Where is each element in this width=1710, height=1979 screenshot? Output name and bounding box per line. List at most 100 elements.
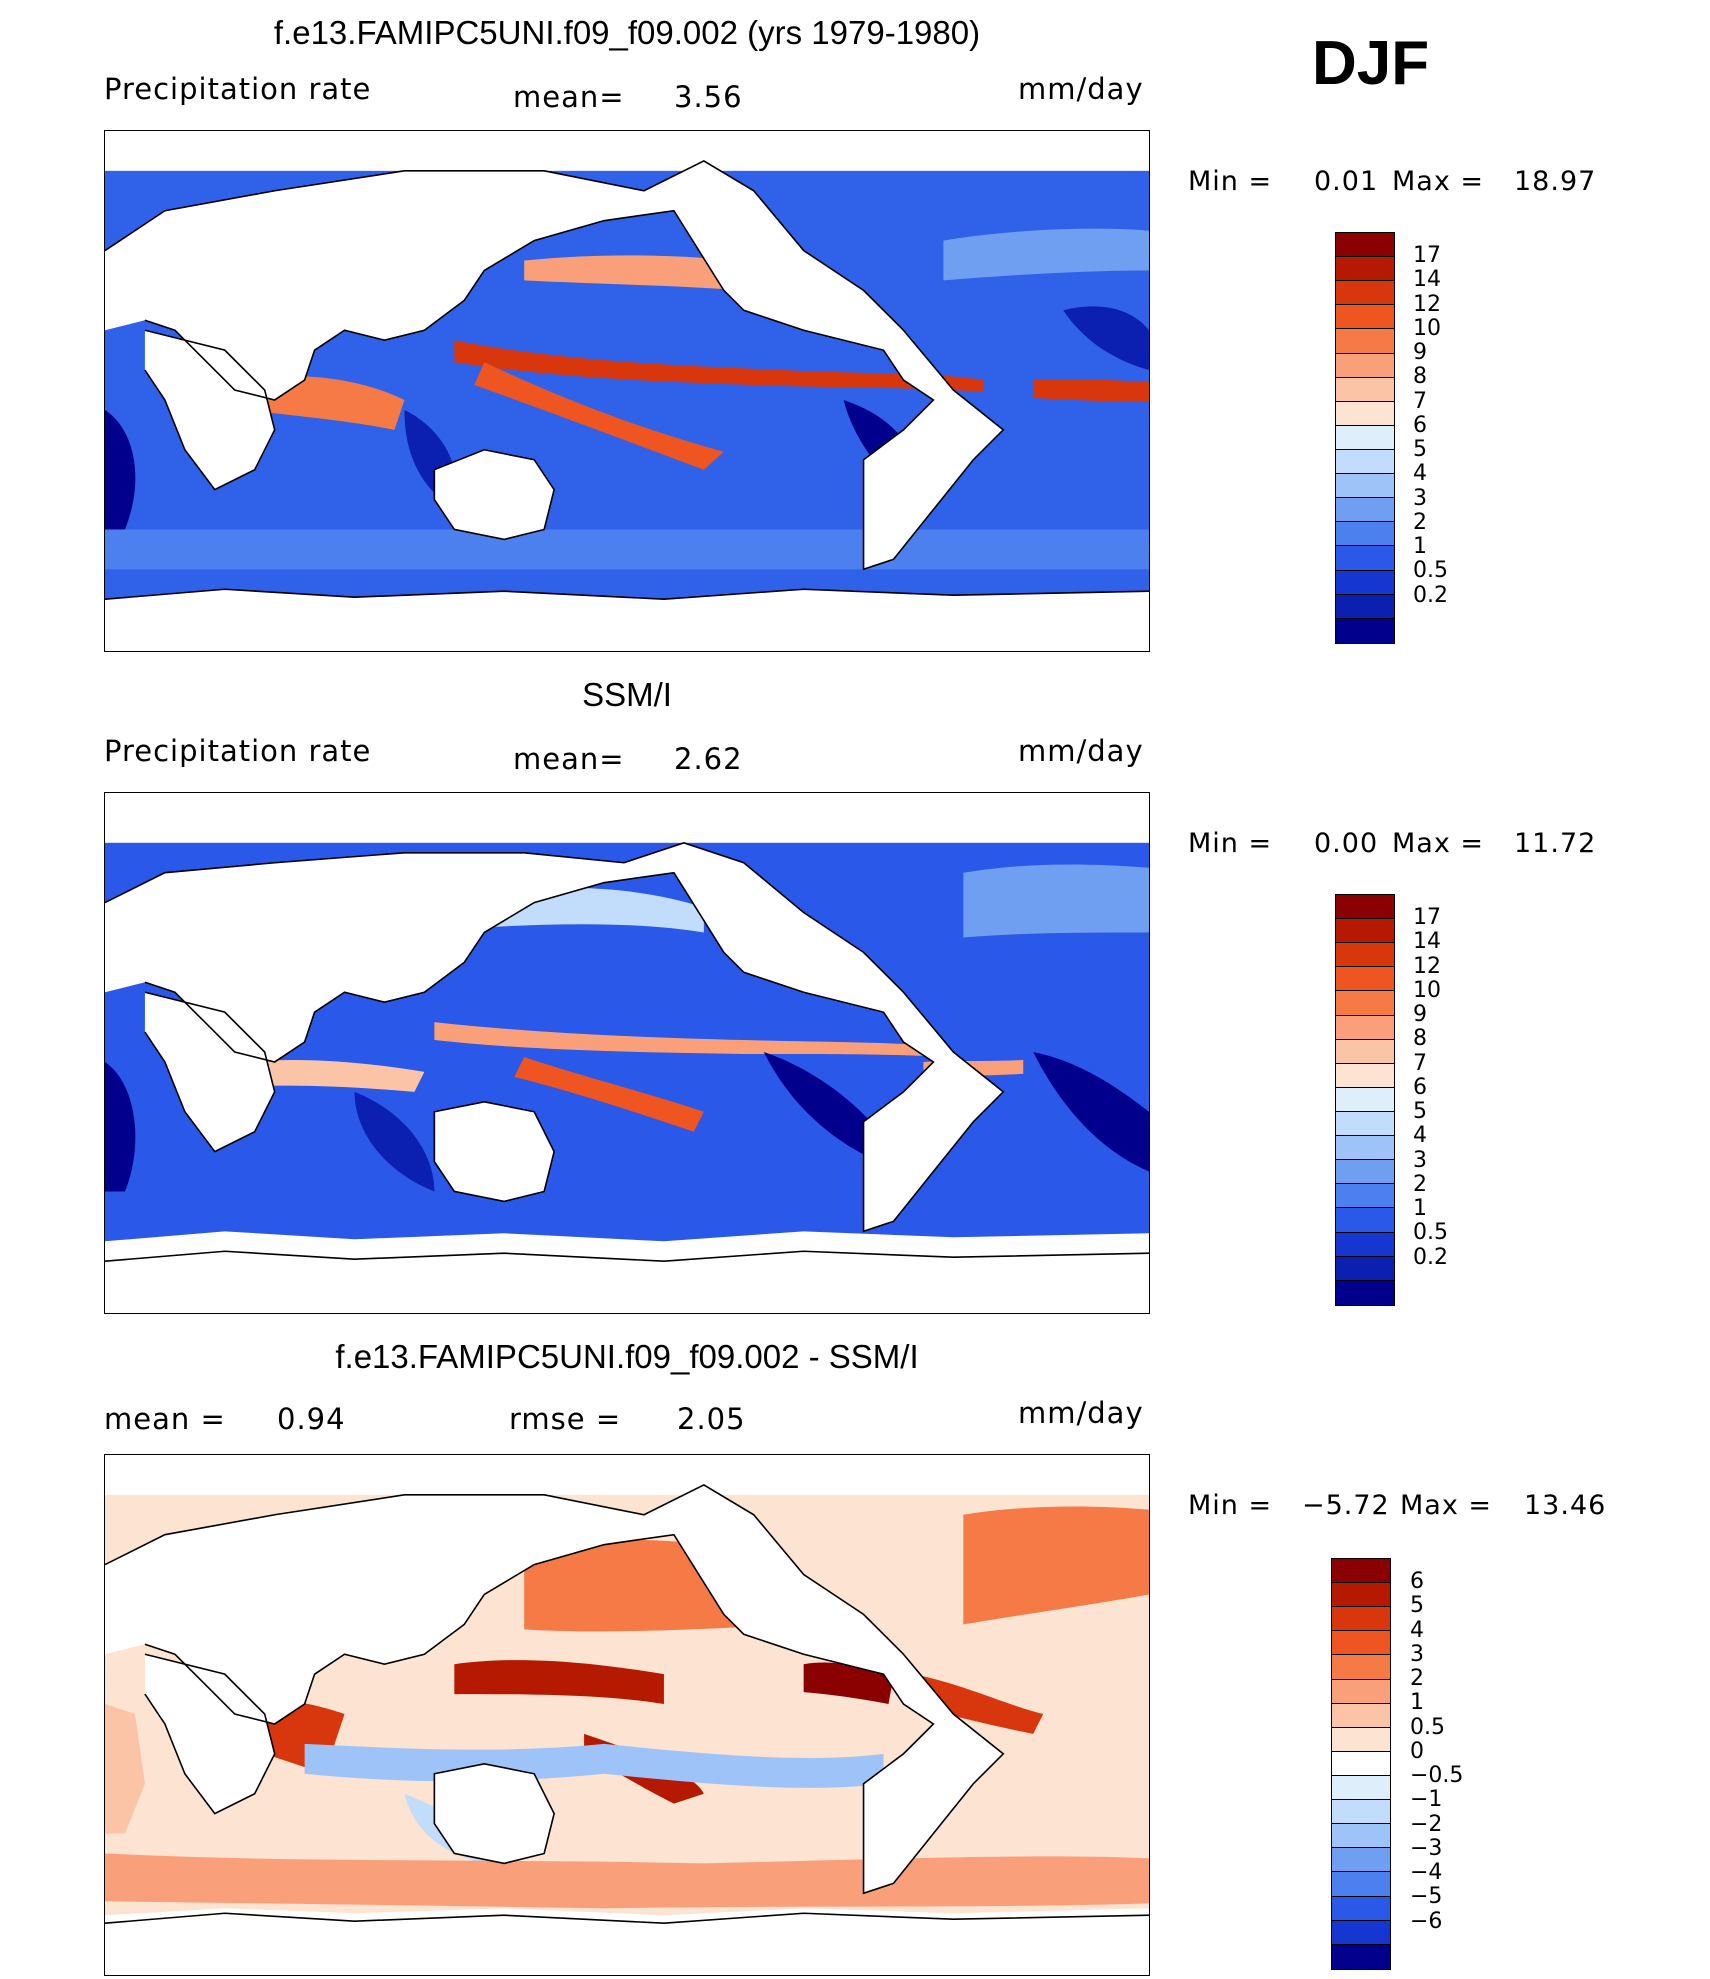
colorbar-tick-label: 4	[1410, 1617, 1424, 1643]
panel-1-variable: Precipitation rate	[104, 72, 372, 106]
colorbar-tick-label: 0.2	[1413, 582, 1448, 608]
colorbar-tick-label: 6	[1413, 1074, 1427, 1100]
panel-3-max-label: Max =	[1400, 1490, 1493, 1521]
colorbar-tick-label: 1	[1410, 1690, 1424, 1716]
panel-2-min-value: 0.00	[1314, 828, 1379, 859]
panel-3-map	[104, 1454, 1150, 1976]
colorbar-tick-label: 5	[1413, 437, 1427, 463]
colorbar-tick-label: 14	[1413, 929, 1441, 955]
panel-3-mean-label: mean =	[104, 1402, 226, 1436]
colorbar-swatch	[1336, 498, 1394, 523]
colorbar-swatch	[1336, 919, 1394, 944]
panel-2-colorbar	[1335, 894, 1395, 1306]
colorbar-swatch	[1332, 1607, 1390, 1632]
colorbar-swatch	[1336, 1280, 1394, 1305]
panel-1-max-value: 18.97	[1514, 166, 1597, 197]
colorbar-tick-label: 1	[1413, 1196, 1427, 1222]
colorbar-tick-label: 3	[1410, 1641, 1424, 1667]
colorbar-swatch	[1336, 1063, 1394, 1088]
panel-3-unit: mm/day	[1018, 1396, 1144, 1430]
panel-3-max-value: 13.46	[1524, 1490, 1607, 1521]
colorbar-tick-label: 10	[1413, 315, 1441, 341]
colorbar-tick-label: 10	[1413, 977, 1441, 1003]
colorbar-swatch	[1336, 967, 1394, 992]
colorbar-tick-label: −0.5	[1410, 1763, 1464, 1789]
colorbar-swatch	[1336, 546, 1394, 571]
panel-3-mean-value: 0.94	[277, 1402, 346, 1436]
colorbar-tick-label: 7	[1413, 1050, 1427, 1076]
colorbar-tick-label: 8	[1413, 1026, 1427, 1052]
colorbar-swatch	[1336, 257, 1394, 282]
colorbar-swatch	[1336, 305, 1394, 330]
panel-3-min-label: Min =	[1188, 1490, 1273, 1521]
colorbar-tick-label: 2	[1410, 1666, 1424, 1692]
colorbar-tick-label: 2	[1413, 1171, 1427, 1197]
colorbar-swatch	[1336, 1184, 1394, 1209]
panel-2-max-label: Max =	[1392, 828, 1485, 859]
colorbar-tick-label: 4	[1413, 461, 1427, 487]
colorbar-swatch	[1336, 570, 1394, 595]
colorbar-tick-label: 14	[1413, 267, 1441, 293]
colorbar-swatch	[1336, 281, 1394, 306]
panel-1-unit: mm/day	[1018, 72, 1144, 106]
colorbar-swatch	[1332, 1920, 1390, 1945]
colorbar-swatch	[1336, 474, 1394, 499]
colorbar-swatch	[1336, 1160, 1394, 1185]
colorbar-swatch	[1336, 1232, 1394, 1257]
colorbar-swatch	[1336, 377, 1394, 402]
colorbar-tick-label: 17	[1413, 243, 1441, 269]
colorbar-swatch	[1332, 1679, 1390, 1704]
colorbar-tick-label: 2	[1413, 509, 1427, 535]
colorbar-tick-label: 17	[1413, 905, 1441, 931]
colorbar-swatch	[1336, 991, 1394, 1016]
colorbar-tick-label: 5	[1410, 1593, 1424, 1619]
colorbar-swatch	[1336, 1015, 1394, 1040]
colorbar-swatch	[1336, 618, 1394, 643]
colorbar-swatch	[1336, 1208, 1394, 1233]
colorbar-swatch	[1332, 1872, 1390, 1897]
colorbar-swatch	[1332, 1583, 1390, 1608]
panel-3-min-value: −5.72	[1302, 1490, 1390, 1521]
colorbar-swatch	[1332, 1896, 1390, 1921]
panel-3-rmse-value: 2.05	[677, 1402, 746, 1436]
colorbar-swatch	[1336, 943, 1394, 968]
colorbar-swatch	[1336, 353, 1394, 378]
colorbar-tick-label: 3	[1413, 485, 1427, 511]
colorbar-swatch	[1332, 1848, 1390, 1873]
colorbar-swatch	[1332, 1559, 1390, 1584]
colorbar-swatch	[1336, 1087, 1394, 1112]
colorbar-swatch	[1332, 1727, 1390, 1752]
panel-1-mean-label: mean=	[513, 80, 625, 114]
colorbar-tick-label: 0.2	[1413, 1244, 1448, 1270]
colorbar-swatch	[1336, 1136, 1394, 1161]
colorbar-tick-label: −4	[1410, 1860, 1443, 1886]
colorbar-swatch	[1332, 1703, 1390, 1728]
colorbar-tick-label: −2	[1410, 1811, 1443, 1837]
colorbar-swatch	[1332, 1751, 1390, 1776]
panel-1-min-value: 0.01	[1314, 166, 1379, 197]
colorbar-swatch	[1336, 329, 1394, 354]
colorbar-swatch	[1336, 401, 1394, 426]
panel-2-mean-label: mean=	[513, 742, 625, 776]
panel-1-mean-value: 3.56	[674, 80, 743, 114]
colorbar-tick-label: 0.5	[1410, 1714, 1445, 1740]
colorbar-swatch	[1336, 1039, 1394, 1064]
colorbar-swatch	[1336, 449, 1394, 475]
colorbar-swatch	[1336, 1111, 1394, 1137]
colorbar-swatch	[1332, 1631, 1390, 1656]
colorbar-tick-label: 0.5	[1413, 1220, 1448, 1246]
colorbar-tick-label: 6	[1413, 412, 1427, 438]
colorbar-swatch	[1332, 1800, 1390, 1825]
panel-1-map	[104, 130, 1150, 652]
panel-3-colorbar	[1331, 1558, 1391, 1970]
panel-2-title: SSM/I	[582, 676, 672, 713]
colorbar-swatch	[1336, 425, 1394, 450]
colorbar-tick-label: 5	[1413, 1099, 1427, 1125]
panel-2-variable: Precipitation rate	[104, 734, 372, 768]
panel-3-rmse-label: rmse =	[509, 1402, 622, 1436]
panel-2-map	[104, 792, 1150, 1314]
colorbar-tick-label: −6	[1410, 1908, 1443, 1934]
colorbar-tick-label: 8	[1413, 364, 1427, 390]
colorbar-swatch	[1332, 1775, 1390, 1801]
panel-2-mean-value: 2.62	[674, 742, 743, 776]
